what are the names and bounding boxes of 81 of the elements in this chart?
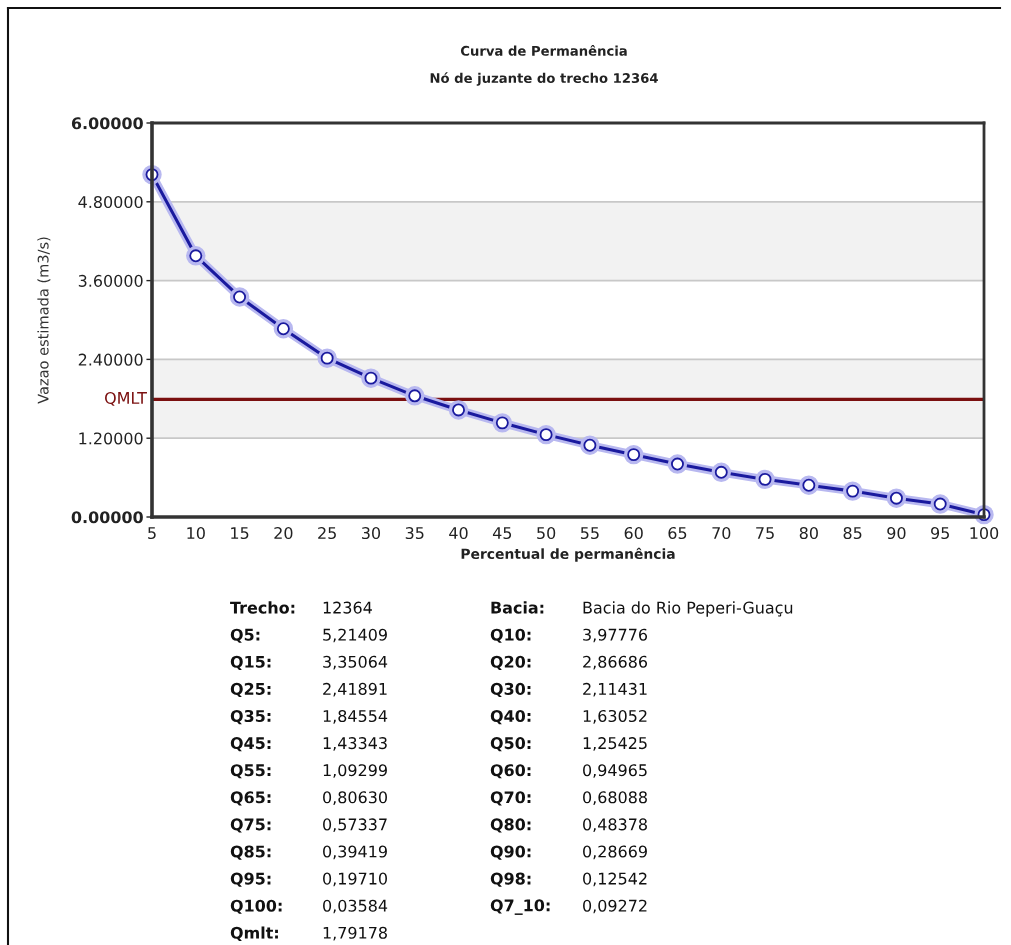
text: Q80: — [490, 818, 531, 833]
text: 12364 — [323, 601, 372, 614]
text: 0,57337 — [323, 818, 387, 833]
x-tick-label: 55 — [580, 527, 599, 540]
text: 1,43343 — [323, 737, 387, 751]
text: 2,11431 — [583, 682, 647, 697]
text: Q65: — [230, 791, 271, 806]
x-tick-label: 70 — [712, 527, 731, 540]
text: Q5: — [230, 628, 260, 643]
text: 1,09299 — [323, 764, 387, 778]
x-tick-label: 45 — [492, 527, 512, 540]
x-tick-label: 90 — [887, 527, 906, 540]
text: Q100: — [230, 899, 282, 914]
text: Q35: — [230, 709, 271, 725]
text: 3,35064 — [323, 655, 388, 670]
y-tick-label: 6.00000 — [71, 117, 143, 130]
text: 2,86686 — [583, 655, 648, 670]
x-tick-label: 65 — [668, 527, 687, 540]
text: 0,48378 — [583, 818, 647, 833]
text: Q7_10: — [490, 899, 550, 915]
x-tick-label: 15 — [231, 527, 249, 540]
x-tick-label: 5 — [148, 527, 156, 540]
x-tick-label: 60 — [624, 527, 643, 540]
text: Q55: — [230, 764, 271, 779]
x-tick-label: 100 — [970, 527, 999, 540]
text: 0,28669 — [583, 845, 647, 860]
text: Trecho: — [230, 601, 295, 614]
text: Q95: — [230, 872, 271, 887]
text: Q10: — [490, 628, 531, 643]
text: 0,80630 — [323, 791, 387, 805]
y-tick-label: 1.20000 — [79, 432, 143, 445]
text: 0,39419 — [323, 845, 387, 860]
x-tick-label: 25 — [318, 527, 336, 540]
text: 0,94965 — [583, 764, 647, 778]
text: Q60: — [490, 764, 531, 779]
text: Q85: — [230, 845, 271, 860]
text: Bacia: — [491, 601, 544, 614]
text: Q70: — [490, 791, 531, 806]
text: 0,09272 — [583, 899, 647, 914]
text: 3,97776 — [583, 628, 648, 643]
text: Qmlt: — [230, 926, 278, 941]
x-tick-label: 10 — [187, 527, 205, 540]
y-tick-label: 0.00000 — [71, 511, 143, 524]
text: 1,79178 — [323, 926, 387, 941]
text: 1,25425 — [583, 737, 647, 751]
text: 1,63052 — [583, 709, 647, 724]
y-axis-title: Vazao estimada (m3/s) — [37, 237, 51, 404]
chart-subtitle: Nó de juzante do trecho 12364 — [430, 72, 658, 86]
x-tick-label: 75 — [756, 527, 774, 540]
x-tick-label: 40 — [449, 527, 468, 540]
x-tick-label: 35 — [405, 527, 424, 540]
x-tick-label: 85 — [843, 527, 862, 540]
y-tick-label: 2.40000 — [78, 353, 143, 366]
chart-title: Curva de Permanência — [460, 45, 627, 56]
x-tick-label: 95 — [931, 527, 949, 540]
x-tick-label: 20 — [274, 527, 293, 540]
text: 2,41891 — [323, 682, 387, 697]
text: 1,84554 — [323, 709, 388, 724]
text: Q98: — [490, 872, 531, 887]
text: 0,03584 — [323, 899, 388, 914]
text: Q45: — [230, 737, 271, 752]
text: 0,12542 — [583, 872, 647, 887]
text: 0,19710 — [323, 872, 387, 887]
x-axis-title: Percentual de permanência — [461, 547, 675, 562]
text: Q90: — [490, 845, 531, 860]
y-tick-label: 4.80000 — [78, 196, 143, 209]
text: Q25: — [230, 682, 271, 698]
y-tick-label: 3.60000 — [78, 274, 143, 287]
text: Q30: — [490, 682, 531, 698]
text: 0,68088 — [583, 791, 647, 805]
ref-line-label: QMLT — [105, 391, 147, 406]
x-tick-label: 50 — [537, 527, 556, 540]
text: Q15: — [230, 655, 271, 670]
text: Bacia do Rio Peperi-Guaçu — [583, 601, 793, 617]
text: 5,21409 — [323, 628, 387, 643]
text: Q50: — [490, 737, 531, 752]
text: Q40: — [490, 709, 531, 725]
text: Q20: — [490, 655, 531, 670]
text: Q75: — [230, 818, 271, 833]
x-tick-label: 80 — [799, 527, 818, 540]
x-tick-label: 30 — [362, 527, 381, 540]
